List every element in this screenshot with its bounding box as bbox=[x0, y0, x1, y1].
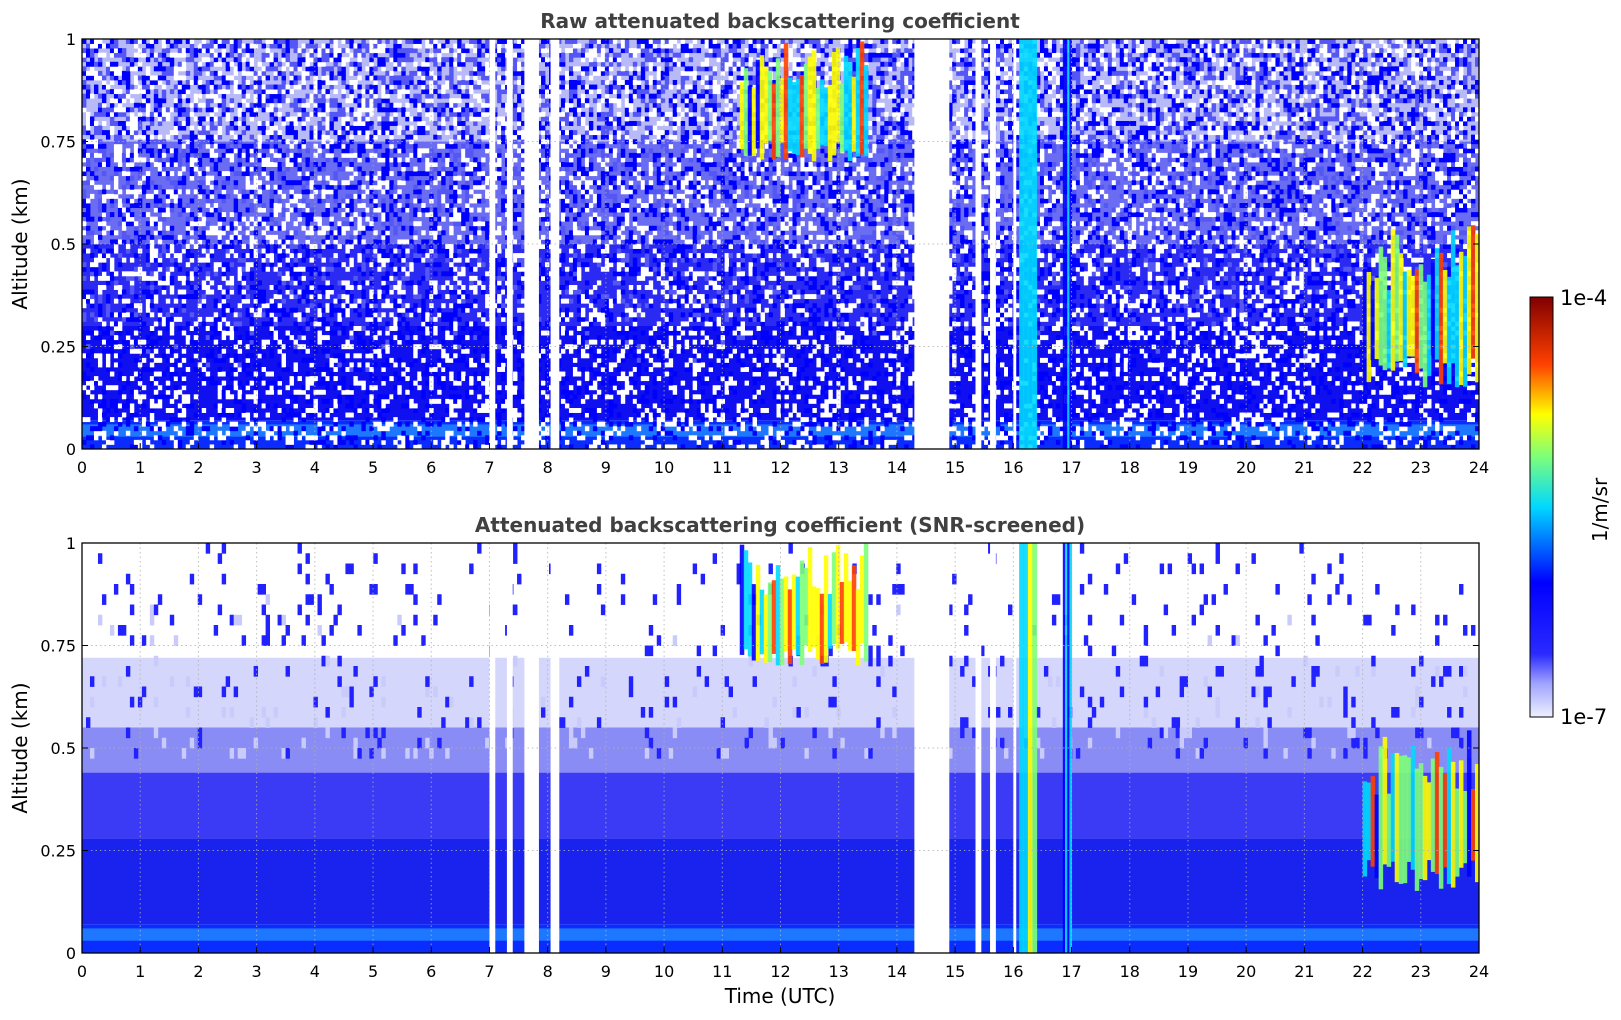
x-tick-label: 11 bbox=[712, 458, 732, 477]
x-tick-label: 20 bbox=[1236, 962, 1256, 981]
chart-title-raw: Raw attenuated backscattering coefficien… bbox=[540, 9, 1020, 33]
panel-screened: Attenuated backscattering coefficient (S… bbox=[8, 513, 1489, 1008]
x-tick-label: 1 bbox=[135, 962, 145, 981]
x-tick-label: 17 bbox=[1061, 458, 1081, 477]
y-tick-label: 0.5 bbox=[51, 739, 76, 758]
x-tick-label: 6 bbox=[426, 458, 436, 477]
x-tick-label: 24 bbox=[1469, 458, 1489, 477]
y-tick-label: 0.5 bbox=[51, 235, 76, 254]
x-axis-label: Time (UTC) bbox=[724, 984, 836, 1008]
x-tick-label: 7 bbox=[484, 458, 494, 477]
x-tick-label: 14 bbox=[887, 962, 907, 981]
x-tick-label: 16 bbox=[1003, 458, 1023, 477]
x-tick-label: 1 bbox=[135, 458, 145, 477]
x-tick-label: 23 bbox=[1411, 458, 1431, 477]
y-tick-label: 1 bbox=[66, 534, 76, 553]
x-tick-label: 6 bbox=[426, 962, 436, 981]
x-tick-label: 8 bbox=[543, 962, 553, 981]
y-tick-label: 0.25 bbox=[40, 842, 76, 861]
x-tick-label: 4 bbox=[310, 962, 320, 981]
panel-raw: Raw attenuated backscattering coefficien… bbox=[8, 9, 1489, 477]
x-tick-label: 9 bbox=[601, 962, 611, 981]
y-tick-label: 0.25 bbox=[40, 338, 76, 357]
y-ticks-screened: 0 0.25 0.5 0.75 1 bbox=[40, 534, 1479, 963]
x-tick-label: 21 bbox=[1294, 962, 1314, 981]
x-tick-label: 21 bbox=[1294, 458, 1314, 477]
x-tick-label: 9 bbox=[601, 458, 611, 477]
y-tick-label: 0.75 bbox=[40, 637, 76, 656]
x-tick-label: 14 bbox=[887, 458, 907, 477]
x-tick-label: 8 bbox=[543, 458, 553, 477]
x-tick-label: 24 bbox=[1469, 962, 1489, 981]
x-tick-label: 23 bbox=[1411, 962, 1431, 981]
x-tick-label: 16 bbox=[1003, 962, 1023, 981]
x-tick-label: 5 bbox=[368, 458, 378, 477]
x-tick-label: 15 bbox=[945, 458, 965, 477]
x-tick-label: 17 bbox=[1061, 962, 1081, 981]
x-tick-label: 0 bbox=[77, 458, 87, 477]
x-tick-label: 22 bbox=[1352, 458, 1372, 477]
x-tick-label: 11 bbox=[712, 962, 732, 981]
x-tick-label: 22 bbox=[1352, 962, 1372, 981]
x-ticks-screened: 0 1 2 3 4 5 6 7 8 9 10 11 12 13 14 15 16 17 18 19 20 21 22 23 24 bbox=[77, 947, 1489, 981]
x-tick-label: 7 bbox=[484, 962, 494, 981]
x-tick-label: 13 bbox=[829, 962, 849, 981]
x-tick-label: 20 bbox=[1236, 458, 1256, 477]
x-tick-label: 13 bbox=[829, 458, 849, 477]
x-tick-label: 10 bbox=[654, 962, 674, 981]
colorbar-max-label: 1e-4 bbox=[1560, 286, 1607, 310]
x-tick-label: 15 bbox=[945, 962, 965, 981]
y-axis-label-screened: Altitude (km) bbox=[8, 682, 32, 813]
x-tick-label: 3 bbox=[252, 458, 262, 477]
x-tick-label: 18 bbox=[1120, 962, 1140, 981]
colorbar-gradient bbox=[1529, 296, 1554, 718]
x-tick-label: 2 bbox=[193, 458, 203, 477]
y-axis-label-raw: Altitude (km) bbox=[8, 178, 32, 309]
x-tick-label: 4 bbox=[310, 458, 320, 477]
grid-raw bbox=[82, 39, 1479, 449]
grid-screened bbox=[82, 543, 1479, 953]
x-ticks-raw: 0 1 2 3 4 5 6 7 8 9 10 11 12 13 14 15 16 17 18 19 20 21 22 23 24 bbox=[77, 443, 1489, 477]
x-tick-label: 19 bbox=[1178, 962, 1198, 981]
y-tick-label: 0.75 bbox=[40, 133, 76, 152]
colorbar: 1e-4 1e-7 1/m/sr bbox=[1529, 286, 1612, 729]
x-tick-label: 12 bbox=[770, 458, 790, 477]
y-ticks-raw: 0 0.25 0.5 0.75 1 bbox=[40, 30, 1479, 459]
y-tick-label: 0 bbox=[66, 440, 76, 459]
colorbar-unit-label: 1/m/sr bbox=[1588, 477, 1612, 542]
x-tick-label: 18 bbox=[1120, 458, 1140, 477]
x-tick-label: 2 bbox=[193, 962, 203, 981]
x-tick-label: 12 bbox=[770, 962, 790, 981]
chart-title-screened: Attenuated backscattering coefficient (S… bbox=[475, 513, 1085, 537]
x-tick-label: 5 bbox=[368, 962, 378, 981]
x-tick-label: 10 bbox=[654, 458, 674, 477]
x-tick-label: 3 bbox=[252, 962, 262, 981]
x-tick-label: 0 bbox=[77, 962, 87, 981]
y-tick-label: 1 bbox=[66, 30, 76, 49]
y-tick-label: 0 bbox=[66, 944, 76, 963]
x-tick-label: 19 bbox=[1178, 458, 1198, 477]
colorbar-min-label: 1e-7 bbox=[1560, 705, 1607, 729]
